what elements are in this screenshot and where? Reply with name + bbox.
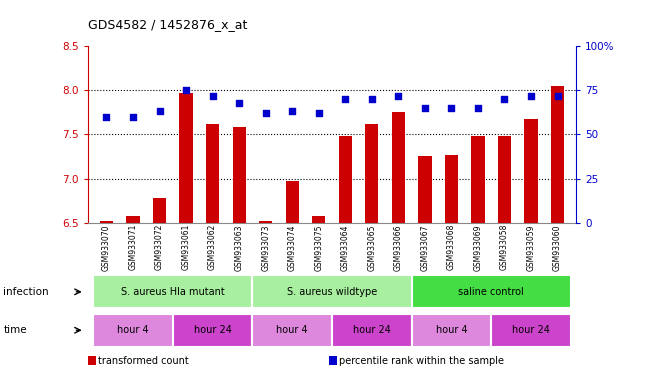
Bar	[312, 216, 326, 223]
Bar	[498, 136, 511, 223]
Text: S. aureus Hla mutant: S. aureus Hla mutant	[121, 287, 225, 297]
Text: hour 24: hour 24	[353, 325, 391, 335]
Text: saline control: saline control	[458, 287, 524, 297]
Point	[393, 93, 404, 99]
Bar	[173, 314, 253, 347]
Point	[367, 96, 377, 102]
Bar	[471, 136, 484, 223]
Text: hour 4: hour 4	[277, 325, 308, 335]
Bar	[418, 157, 432, 223]
Point	[208, 93, 218, 99]
Text: GDS4582 / 1452876_x_at: GDS4582 / 1452876_x_at	[88, 18, 247, 31]
Bar	[286, 181, 299, 223]
Text: transformed count: transformed count	[98, 356, 188, 366]
Bar	[525, 119, 538, 223]
Bar	[153, 198, 166, 223]
Point	[287, 108, 298, 114]
Bar	[259, 221, 272, 223]
Bar	[365, 124, 378, 223]
Bar	[332, 314, 411, 347]
Point	[446, 105, 456, 111]
Point	[128, 114, 138, 120]
Bar	[411, 275, 571, 308]
Bar	[253, 275, 411, 308]
Bar	[88, 356, 96, 365]
Point	[181, 87, 191, 93]
Point	[154, 108, 165, 114]
Point	[526, 93, 536, 99]
Point	[499, 96, 510, 102]
Bar	[180, 93, 193, 223]
Bar	[411, 314, 492, 347]
Text: hour 4: hour 4	[436, 325, 467, 335]
Bar	[206, 124, 219, 223]
Text: time: time	[3, 325, 27, 335]
Text: percentile rank within the sample: percentile rank within the sample	[339, 356, 503, 366]
Bar	[392, 113, 405, 223]
Point	[473, 105, 483, 111]
Bar	[232, 127, 246, 223]
Text: hour 24: hour 24	[512, 325, 550, 335]
Bar	[551, 86, 564, 223]
Text: infection: infection	[3, 287, 49, 297]
Bar	[253, 314, 332, 347]
Point	[314, 110, 324, 116]
Bar	[93, 314, 173, 347]
Text: hour 4: hour 4	[117, 325, 149, 335]
Point	[234, 99, 244, 106]
Text: S. aureus wildtype: S. aureus wildtype	[287, 287, 377, 297]
Text: hour 24: hour 24	[193, 325, 232, 335]
Point	[552, 93, 562, 99]
Bar	[329, 356, 337, 365]
Bar	[100, 221, 113, 223]
Point	[340, 96, 350, 102]
Point	[260, 110, 271, 116]
Bar	[492, 314, 571, 347]
Bar	[126, 216, 139, 223]
Point	[102, 114, 112, 120]
Bar	[445, 155, 458, 223]
Bar	[93, 275, 253, 308]
Point	[420, 105, 430, 111]
Bar	[339, 136, 352, 223]
